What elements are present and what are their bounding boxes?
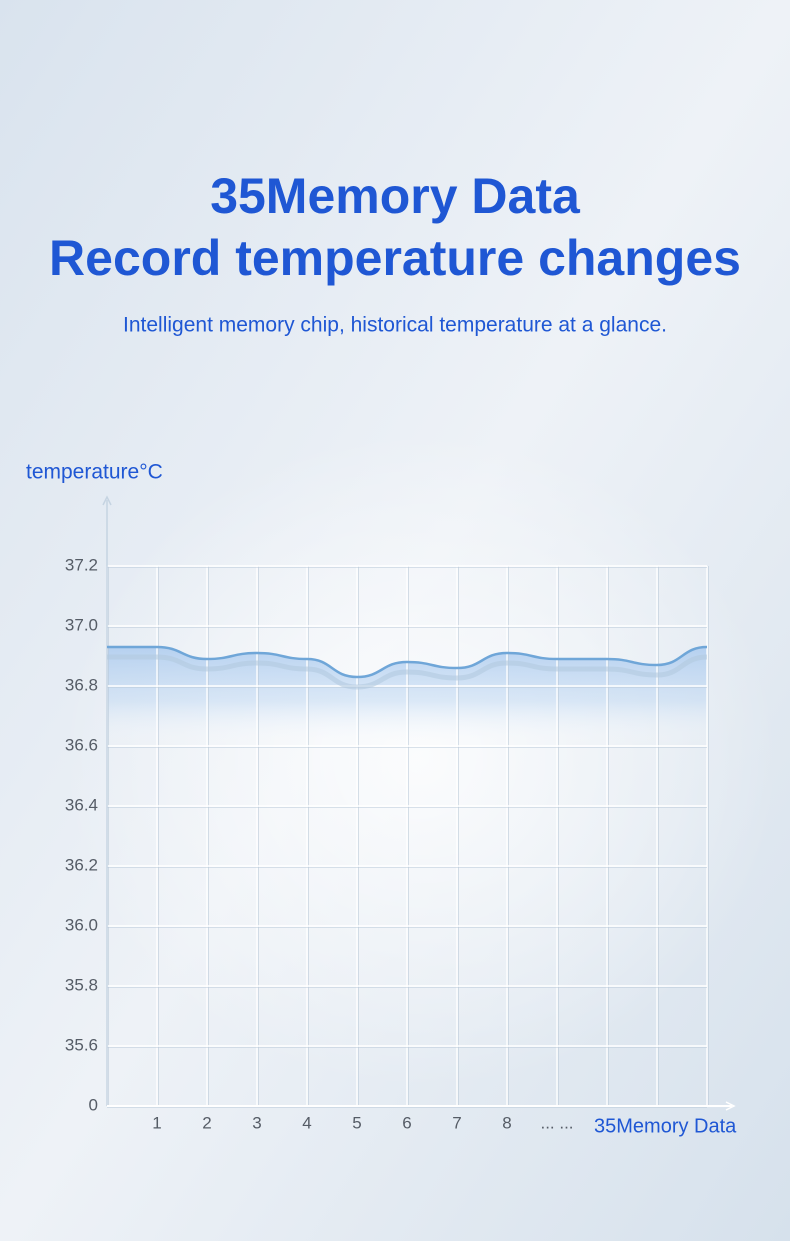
y-tick-label: 37.0: [65, 615, 98, 634]
x-tick-label: 1: [152, 1113, 161, 1132]
y-tick-label: 37.2: [65, 555, 98, 574]
x-tick-label: 3: [252, 1113, 261, 1132]
y-tick-label: 35.6: [65, 1035, 98, 1054]
x-tick-label: 2: [202, 1113, 211, 1132]
x-tick-label: 6: [402, 1113, 411, 1132]
y-tick-label: 36.0: [65, 915, 98, 934]
y-axis-label: temperature°C: [26, 461, 163, 484]
line-shadow: [107, 654, 708, 690]
x-tick-label: 8: [502, 1113, 511, 1132]
x-tick-label: 4: [302, 1113, 311, 1132]
line: [107, 645, 708, 679]
y-tick-label: 36.8: [65, 675, 98, 694]
y-tick-label: 36.6: [65, 735, 98, 754]
caption: Intelligent memory chip, historical temp…: [123, 314, 667, 337]
x-axis-label: 35Memory Data: [594, 1115, 737, 1137]
subtitle: Record temperature changes: [49, 230, 741, 286]
x-arrow: [725, 1101, 736, 1111]
x-tick-label: 5: [352, 1113, 361, 1132]
y-tick-label: 0: [89, 1095, 98, 1114]
y-arrow: [102, 495, 112, 506]
y-tick-label: 36.4: [65, 795, 98, 814]
glow: [60, 430, 780, 1090]
x-tick-label: 7: [452, 1113, 461, 1132]
x-tick-label: ... ...: [540, 1113, 573, 1132]
y-tick-label: 36.2: [65, 855, 98, 874]
y-tick-label: 35.8: [65, 975, 98, 994]
title: 35Memory Data: [210, 168, 581, 224]
plot: 0 35.6 35.8 36.0 36.2 36.4 36.6 36.8 37.0 37.2 1 2 3…: [65, 495, 736, 1132]
